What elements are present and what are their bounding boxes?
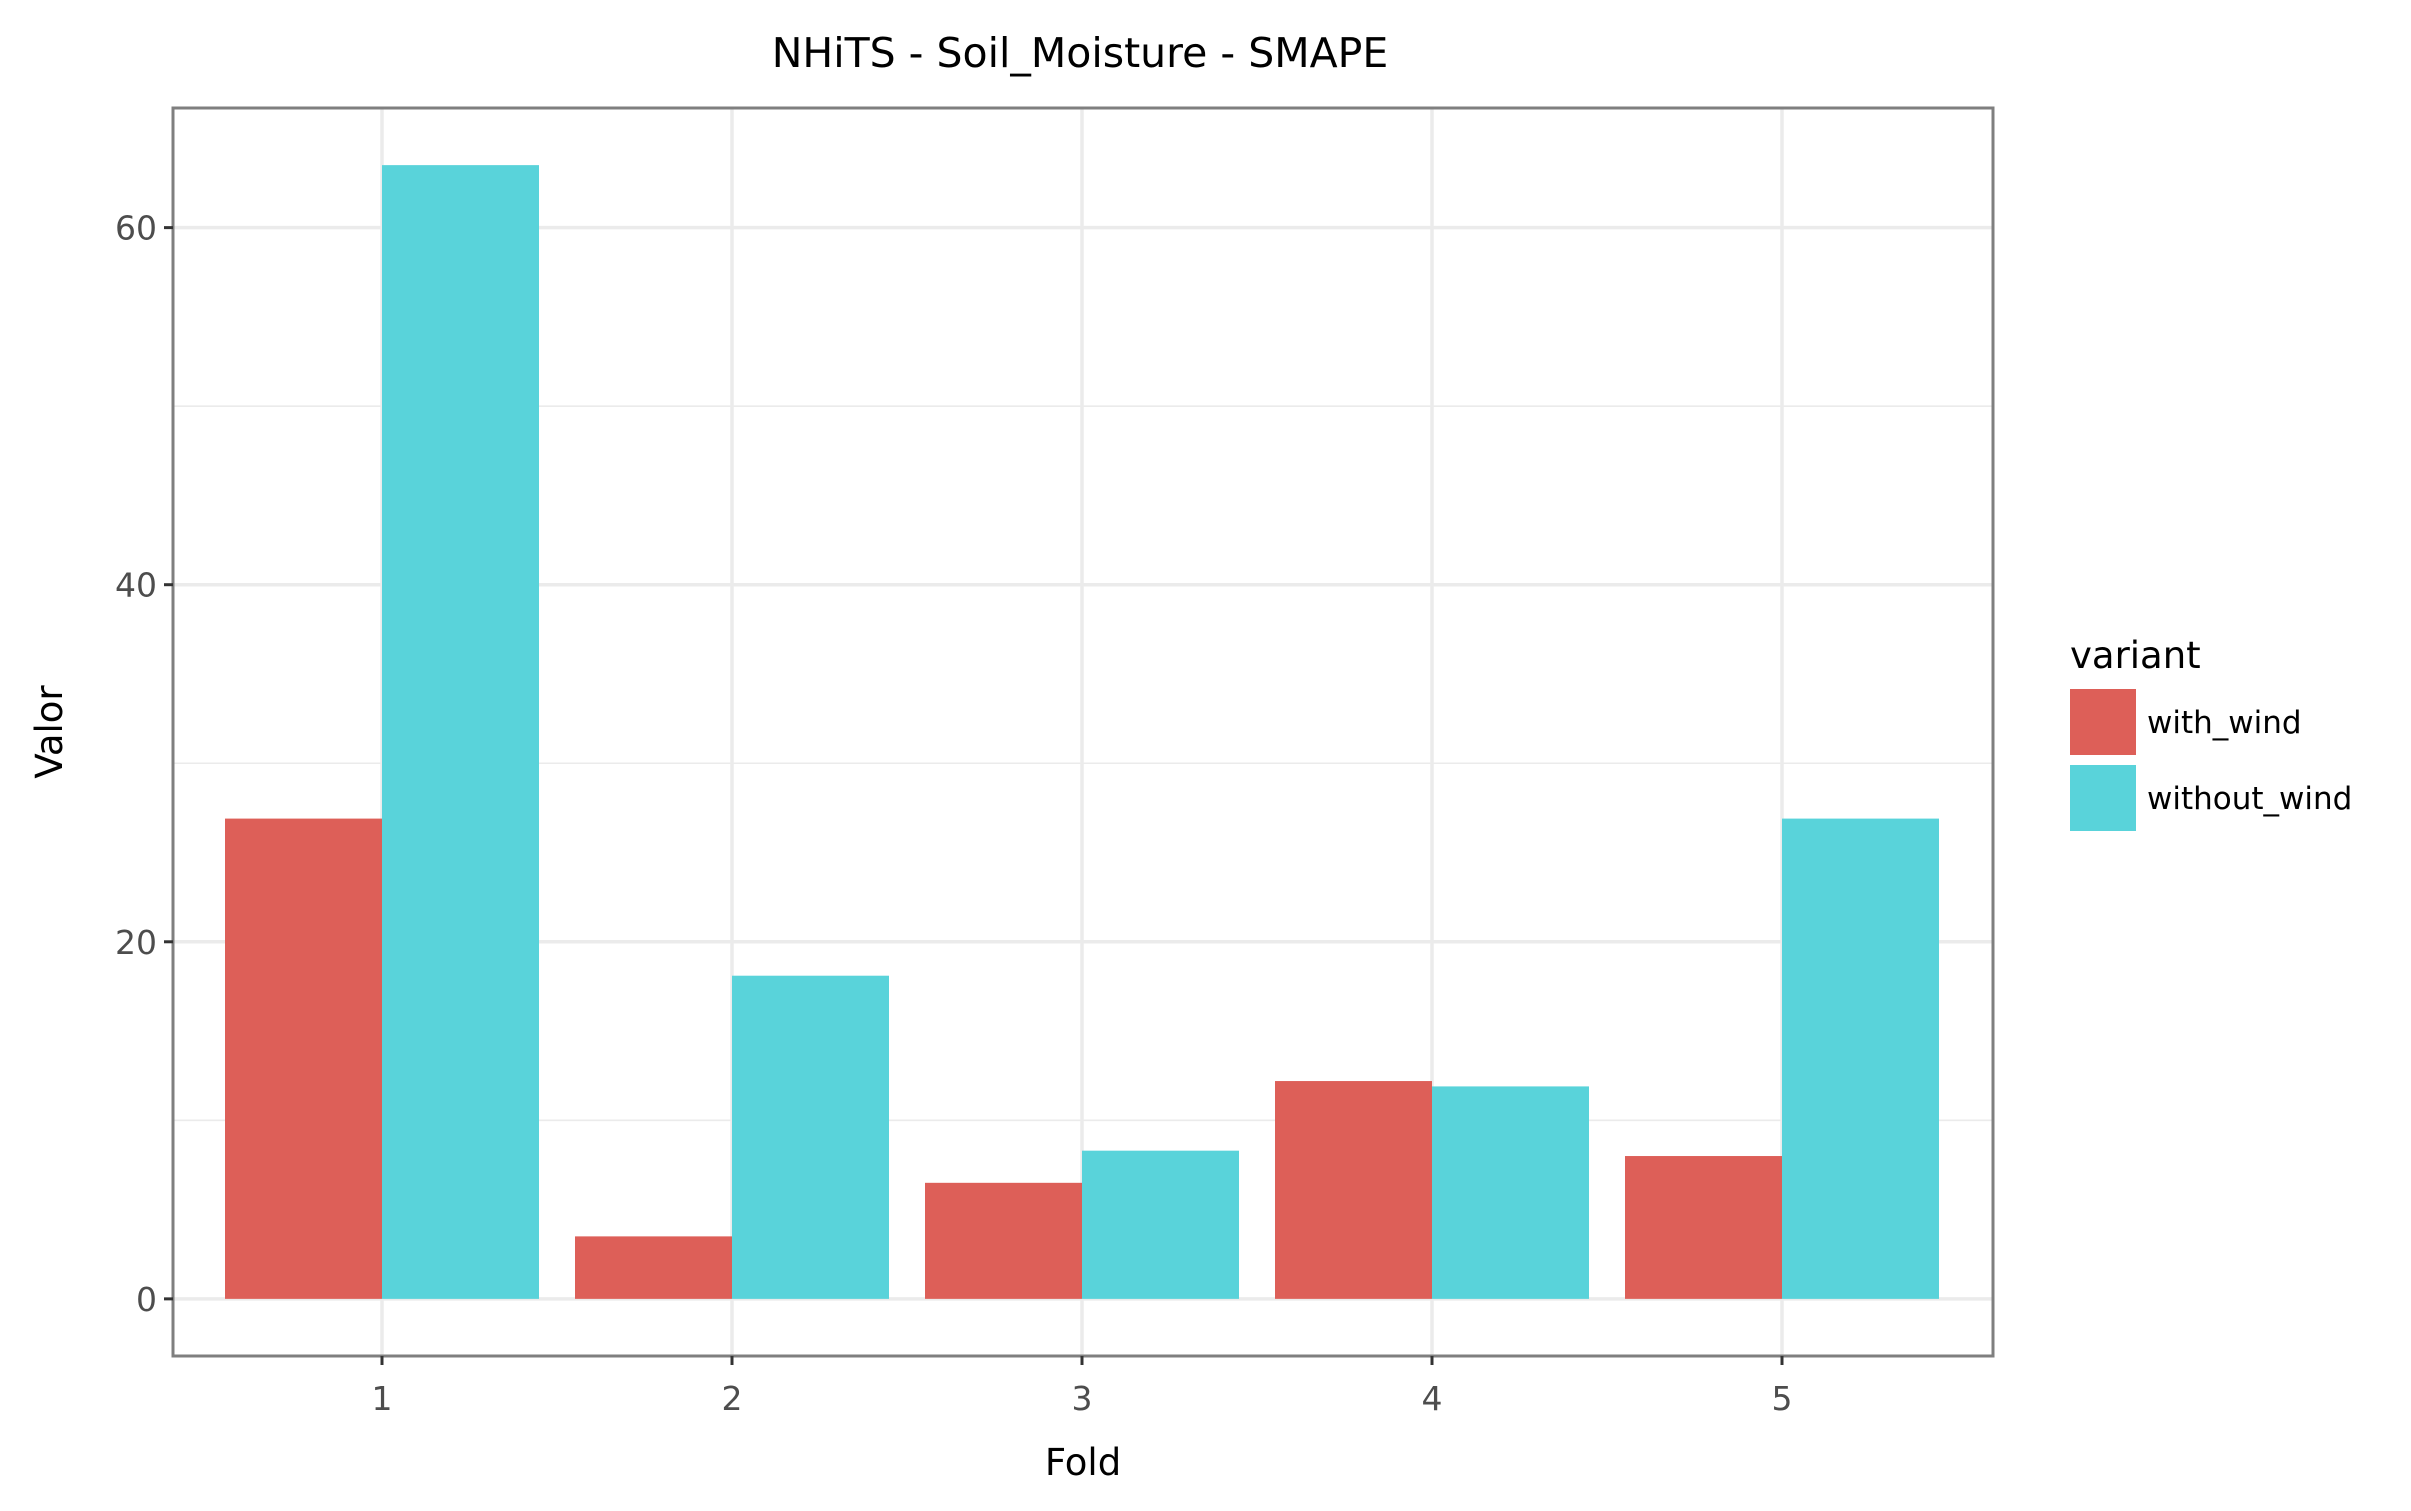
bar-with-wind-fold-2 — [575, 1236, 732, 1299]
bar-with-wind-fold-3 — [925, 1182, 1082, 1299]
y-tick-label: 40 — [115, 566, 157, 605]
bars — [225, 165, 1939, 1299]
x-tick-label: 3 — [1072, 1379, 1093, 1418]
bar-without-wind-fold-3 — [1082, 1150, 1239, 1299]
bar-without-wind-fold-2 — [732, 975, 889, 1299]
bar-without-wind-fold-1 — [382, 165, 539, 1299]
bar-without-wind-fold-4 — [1432, 1086, 1589, 1299]
x-tick-label: 5 — [1772, 1379, 1793, 1418]
legend-title: variant — [2070, 634, 2201, 677]
x-tick-label: 2 — [722, 1379, 743, 1418]
bar-with-wind-fold-1 — [225, 818, 382, 1299]
legend-item-without-wind: without_wind — [2070, 765, 2352, 831]
x-axis: 1 2 3 4 5 — [372, 1356, 1793, 1418]
legend-swatch — [2070, 765, 2136, 831]
chart-title: NHiTS - Soil_Moisture - SMAPE — [772, 29, 1389, 77]
legend-item-with-wind: with_wind — [2070, 689, 2302, 755]
x-axis-title: Fold — [1045, 1441, 1121, 1484]
x-tick-label: 4 — [1422, 1379, 1443, 1418]
legend-items: with_wind without_wind — [2070, 689, 2352, 831]
legend: variant with_wind without_wind — [2070, 634, 2352, 831]
y-tick-label: 60 — [115, 209, 157, 248]
y-tick-label: 20 — [115, 923, 157, 962]
bar-with-wind-fold-5 — [1625, 1156, 1782, 1299]
y-axis-title: Valor — [28, 685, 71, 779]
bar-without-wind-fold-5 — [1782, 818, 1939, 1299]
legend-swatch — [2070, 689, 2136, 755]
y-tick-label: 0 — [136, 1280, 157, 1319]
y-axis: 0 20 40 60 — [115, 209, 173, 1319]
legend-label: without_wind — [2147, 781, 2352, 817]
bar-with-wind-fold-4 — [1275, 1081, 1432, 1299]
legend-label: with_wind — [2147, 705, 2302, 741]
x-tick-label: 1 — [372, 1379, 393, 1418]
